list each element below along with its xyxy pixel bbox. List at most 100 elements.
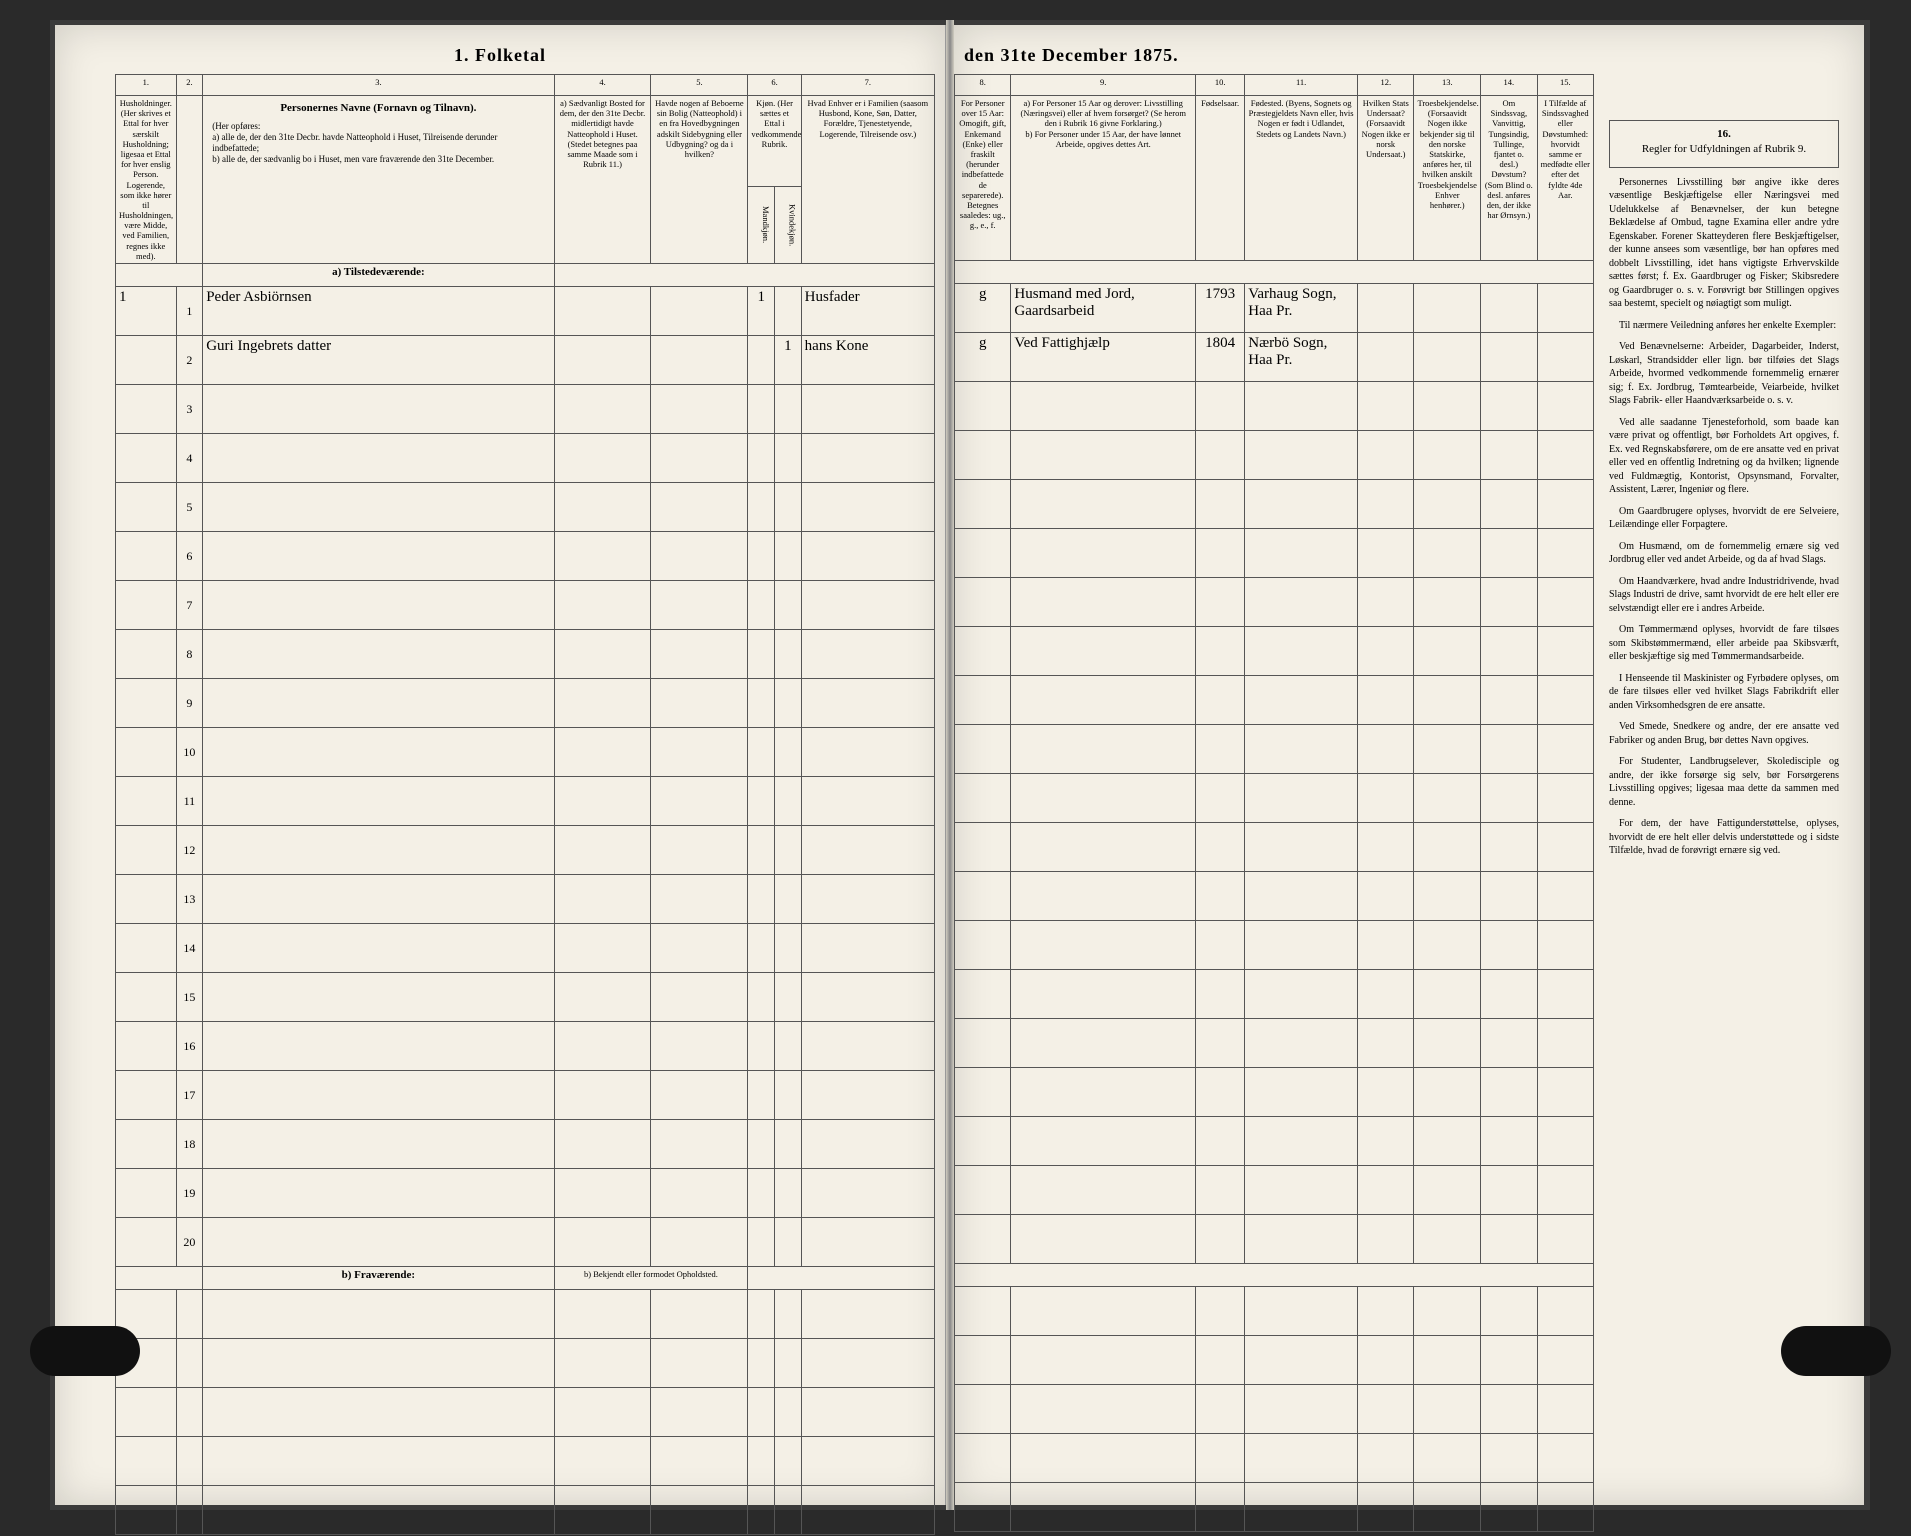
cell-c15 xyxy=(1537,1068,1593,1117)
cell-family: hans Kone xyxy=(801,336,934,385)
cell-c12 xyxy=(1358,823,1414,872)
cell-c5 xyxy=(651,1071,748,1120)
cell-name xyxy=(203,581,554,630)
cell-c15 xyxy=(1537,578,1593,627)
table-row xyxy=(955,872,1594,921)
cell-household xyxy=(116,1120,177,1169)
cell-family xyxy=(801,1169,934,1218)
col-3-num: 3. xyxy=(203,75,554,96)
cell-c5 xyxy=(651,728,748,777)
cell-c5 xyxy=(651,1120,748,1169)
cell-year: 1793 xyxy=(1196,284,1245,333)
table-row: 19 xyxy=(116,1169,935,1218)
cell-rownum: 19 xyxy=(176,1169,203,1218)
table-row: 3 xyxy=(116,385,935,434)
cell-c15 xyxy=(1537,1166,1593,1215)
instruction-paragraph: Ved alle saadanne Tjenesteforhold, som b… xyxy=(1609,416,1839,497)
cell-family xyxy=(801,679,934,728)
table-row: 12 xyxy=(116,826,935,875)
cell-rownum: 7 xyxy=(176,581,203,630)
cell-c12 xyxy=(1358,725,1414,774)
cell-rownum: 14 xyxy=(176,924,203,973)
cell-female xyxy=(775,630,802,679)
cell-birthplace xyxy=(1245,529,1358,578)
cell-civil xyxy=(955,1068,1011,1117)
cell-c4 xyxy=(554,630,651,679)
cell-rownum: 12 xyxy=(176,826,203,875)
cell-birthplace xyxy=(1245,725,1358,774)
cell-name xyxy=(203,973,554,1022)
cell-occupation xyxy=(1011,529,1196,578)
cell-year xyxy=(1196,970,1245,1019)
col-2-head xyxy=(176,96,203,264)
cell-name xyxy=(203,434,554,483)
cell-c5 xyxy=(651,385,748,434)
cell-name xyxy=(203,924,554,973)
col-5-num: 5. xyxy=(651,75,748,96)
cell-c14 xyxy=(1481,431,1537,480)
cell-c13 xyxy=(1414,970,1481,1019)
cell-civil xyxy=(955,529,1011,578)
cell-occupation xyxy=(1011,1215,1196,1264)
cell-name xyxy=(203,1022,554,1071)
cell-civil xyxy=(955,921,1011,970)
cell-year xyxy=(1196,529,1245,578)
cell-female xyxy=(775,875,802,924)
cell-birthplace xyxy=(1245,823,1358,872)
table-row: 15 xyxy=(116,973,935,1022)
table-row xyxy=(955,676,1594,725)
instruction-paragraph: For dem, der have Fattigunderstøttelse, … xyxy=(1609,817,1839,858)
cell-female xyxy=(775,532,802,581)
cell-c14 xyxy=(1481,1019,1537,1068)
cell-female xyxy=(775,728,802,777)
cell-c15 xyxy=(1537,725,1593,774)
cell-year xyxy=(1196,1068,1245,1117)
finger-clip-right xyxy=(1781,1326,1891,1376)
cell-occupation xyxy=(1011,970,1196,1019)
table-row: 10 xyxy=(116,728,935,777)
cell-c13 xyxy=(1414,676,1481,725)
cell-name: Peder Asbiörnsen xyxy=(203,287,554,336)
cell-female xyxy=(775,483,802,532)
col-3-body: (Her opføres: a) alle de, der den 31te D… xyxy=(206,119,550,166)
cell-civil xyxy=(955,480,1011,529)
cell-c13 xyxy=(1414,578,1481,627)
cell-civil xyxy=(955,823,1011,872)
cell-year xyxy=(1196,1117,1245,1166)
cell-male: 1 xyxy=(748,287,775,336)
cell-c5 xyxy=(651,924,748,973)
cell-rownum: 9 xyxy=(176,679,203,728)
cell-c5 xyxy=(651,1218,748,1267)
col-8-head: For Personer over 15 Aar: Omogift, gift,… xyxy=(955,96,1011,261)
cell-c12 xyxy=(1358,970,1414,1019)
col-6-male: Mandkjøn. xyxy=(748,187,775,264)
cell-family xyxy=(801,581,934,630)
table-row xyxy=(955,1336,1594,1385)
cell-c12 xyxy=(1358,1117,1414,1166)
col-4-head: a) Sædvanligt Bosted for dem, der den 31… xyxy=(554,96,651,264)
cell-occupation xyxy=(1011,627,1196,676)
cell-rownum: 8 xyxy=(176,630,203,679)
table-row xyxy=(955,1215,1594,1264)
page-title-right: den 31te December 1875. xyxy=(954,25,1864,74)
cell-household xyxy=(116,1218,177,1267)
cell-rownum: 20 xyxy=(176,1218,203,1267)
table-row xyxy=(955,1068,1594,1117)
cell-c15 xyxy=(1537,921,1593,970)
cell-c12 xyxy=(1358,284,1414,333)
instructions-column: 16. Regler for Udfyldningen af Rubrik 9.… xyxy=(1609,120,1839,866)
instruction-paragraph: Personernes Livsstilling bør angive ikke… xyxy=(1609,176,1839,311)
cell-c4 xyxy=(554,1218,651,1267)
table-row: 8 xyxy=(116,630,935,679)
cell-c12 xyxy=(1358,1166,1414,1215)
cell-occupation xyxy=(1011,1068,1196,1117)
cell-civil xyxy=(955,431,1011,480)
cell-occupation xyxy=(1011,725,1196,774)
cell-male xyxy=(748,973,775,1022)
cell-male xyxy=(748,385,775,434)
cell-name xyxy=(203,1218,554,1267)
cell-household xyxy=(116,1071,177,1120)
cell-c12 xyxy=(1358,921,1414,970)
cell-c4 xyxy=(554,728,651,777)
instruction-paragraph: Om Haandværkere, hvad andre Industridriv… xyxy=(1609,575,1839,616)
